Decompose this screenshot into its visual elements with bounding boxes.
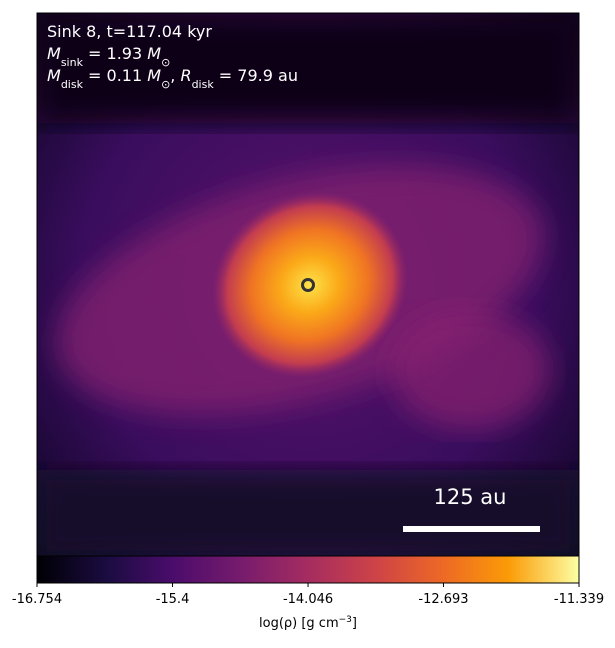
text-segment: M — [47, 44, 61, 63]
text-segment: M — [47, 66, 61, 85]
text-segment: M — [147, 44, 161, 63]
tick-label: -12.693 — [418, 592, 468, 607]
text-segment: log(ρ) [g cm — [259, 616, 339, 631]
tick-label: -14.046 — [283, 592, 333, 607]
text-segment: disk — [61, 78, 84, 91]
annotation-line: Mdisk = 0.11 M⊙, Rdisk = 79.9 au — [47, 66, 298, 91]
colorbar-label: log(ρ) [g cm−3] — [259, 615, 357, 631]
text-segment: disk — [192, 78, 215, 91]
annotation-line: Msink = 1.93 M⊙ — [47, 44, 170, 69]
text-segment: ] — [352, 616, 357, 631]
scale-bar — [403, 526, 540, 532]
text-segment: ⊙ — [161, 78, 170, 91]
text-segment: Sink 8, t=117.04 kyr — [47, 22, 212, 41]
tick-label: -16.754 — [12, 592, 62, 607]
text-segment: −3 — [339, 615, 352, 625]
scale-bar-label: 125 au — [434, 485, 507, 509]
colorbar-axis: -16.754 -15.4 -14.046 -12.693 -11.339 — [12, 583, 604, 607]
text-segment: = 79.9 au — [214, 66, 298, 85]
text-segment: sink — [61, 56, 84, 69]
density-image — [37, 13, 579, 556]
tick-label: -15.4 — [156, 592, 190, 607]
text-segment: ⊙ — [161, 56, 170, 69]
sink-marker — [301, 278, 315, 292]
text-segment: R — [180, 66, 191, 85]
text-segment: = 1.93 — [83, 44, 147, 63]
colorbar — [36, 555, 580, 584]
text-segment: , — [170, 66, 180, 85]
annotation-line: Sink 8, t=117.04 kyr — [47, 22, 212, 41]
text-segment: = 0.11 — [83, 66, 147, 85]
tick-label: -11.339 — [554, 592, 604, 607]
text-segment: M — [147, 66, 161, 85]
